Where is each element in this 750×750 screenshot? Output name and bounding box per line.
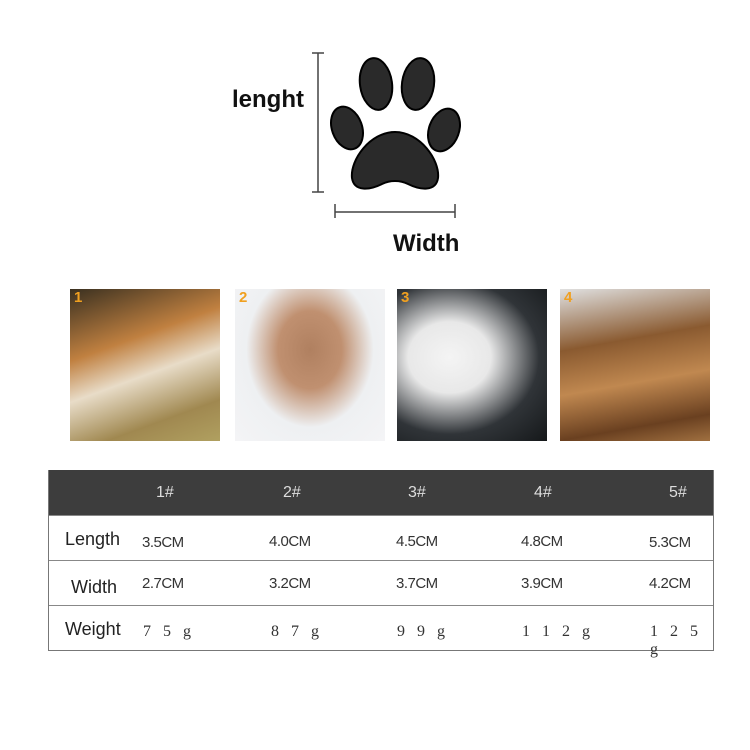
cell: 3.2CM	[269, 575, 311, 592]
cell: 2.7CM	[142, 575, 184, 592]
header-size-4: 4#	[534, 484, 552, 501]
dog-photo-3: 3	[397, 289, 547, 441]
cell: 1 2 5 g	[650, 623, 702, 658]
cell: 9 9 g	[397, 623, 449, 640]
photo-number: 2	[239, 289, 248, 306]
width-label: Width	[393, 230, 460, 257]
cell: 4.0CM	[269, 533, 311, 550]
header-size-1: 1#	[156, 484, 174, 501]
dog-photo-4: 4	[560, 289, 710, 441]
row-label: Width	[71, 577, 118, 597]
photo-number: 3	[401, 289, 410, 306]
cell: 4.2CM	[649, 575, 691, 592]
table-row: Length 3.5CM 4.0CM 4.5CM 4.8CM 5.3CM	[49, 515, 713, 560]
header-size-5: 5#	[669, 484, 687, 501]
cell: 4.8CM	[521, 533, 563, 550]
cell: 4.5CM	[396, 533, 438, 550]
cell: 3.5CM	[142, 534, 184, 551]
header-size-2: 2#	[283, 484, 301, 501]
photo-number: 4	[564, 289, 573, 306]
cell: 3.9CM	[521, 575, 563, 592]
row-label: Length	[65, 529, 121, 549]
cell: 1 1 2 g	[522, 623, 594, 640]
cell: 8 7 g	[271, 623, 323, 640]
row-label: Weight	[65, 619, 121, 639]
paw-icon	[312, 52, 461, 218]
dog-photo-2: 2	[235, 289, 385, 441]
header-size-3: 3#	[408, 484, 426, 501]
table-row: Weight 7 5 g 8 7 g 9 9 g 1 1 2 g 1 2 5 g	[49, 605, 713, 658]
photo-number: 1	[74, 289, 83, 306]
table-header: 1# 2# 3# 4# 5#	[49, 470, 713, 515]
length-label: lenght	[232, 86, 304, 113]
size-table: 1# 2# 3# 4# 5# Length 3.5CM 4.0CM 4.5CM …	[48, 470, 714, 658]
cell: 5.3CM	[649, 534, 691, 551]
table-row: Width 2.7CM 3.2CM 3.7CM 3.9CM 4.2CM	[49, 560, 713, 605]
cell: 7 5 g	[143, 623, 195, 640]
dog-photo-1: 1	[70, 289, 220, 441]
cell: 3.7CM	[396, 575, 438, 592]
